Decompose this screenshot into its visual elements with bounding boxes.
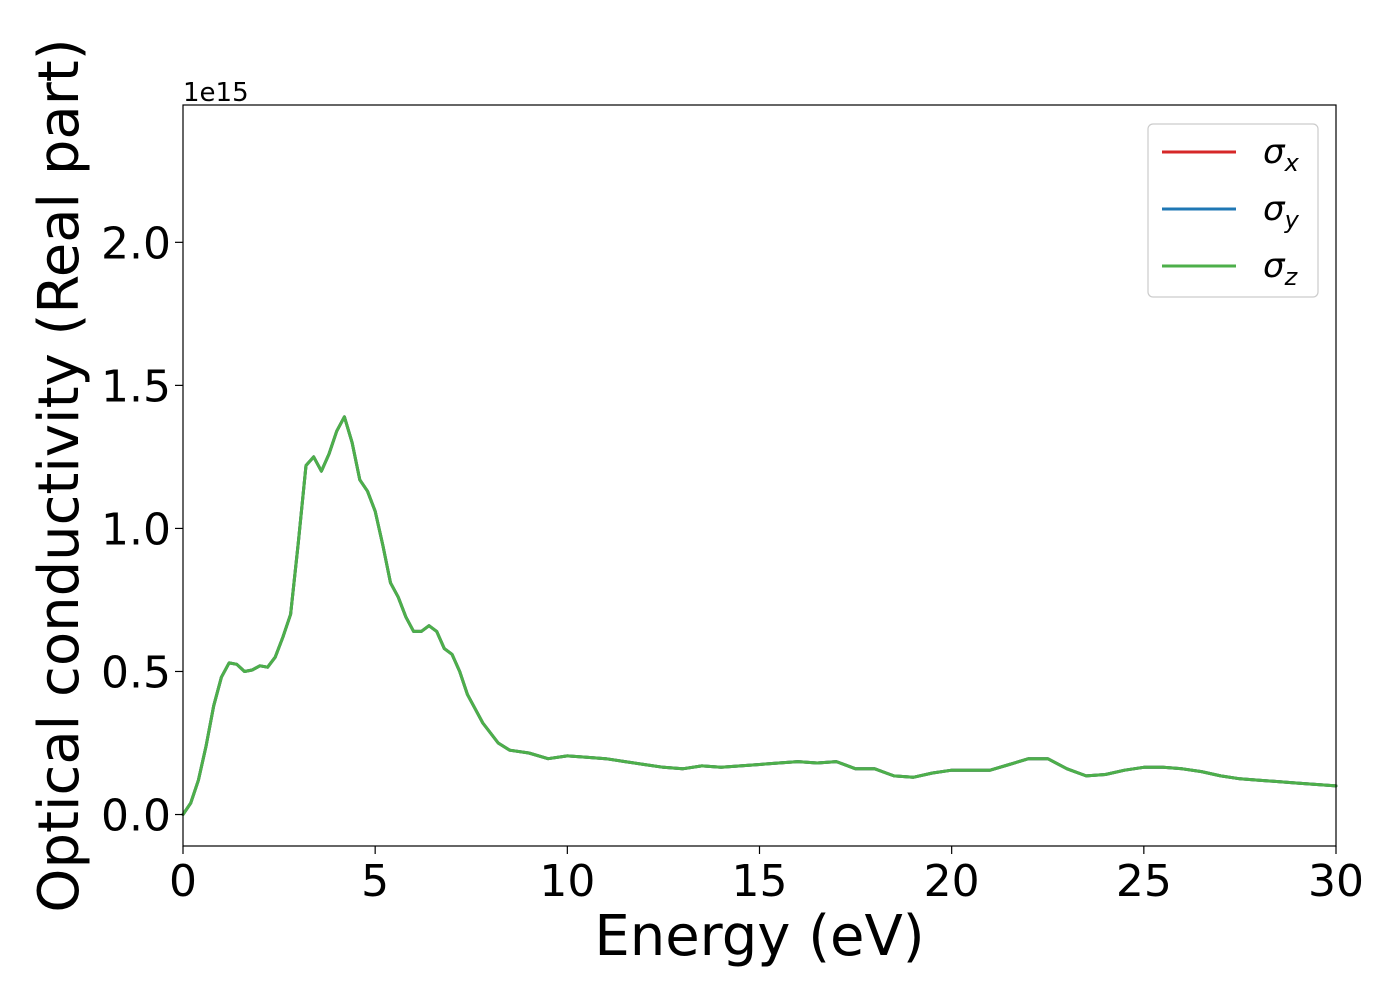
x-axis-ticks: 0 5 10 15 20 25 30 <box>169 846 1364 907</box>
y-tick-label: 0.5 <box>101 647 171 698</box>
x-tick-label: 30 <box>1308 856 1364 907</box>
legend-label: σx <box>1263 132 1300 177</box>
x-tick-label: 25 <box>1116 856 1172 907</box>
y-tick-label: 1.0 <box>101 504 171 555</box>
y-tick-label: 0.0 <box>101 791 171 842</box>
x-tick-label: 0 <box>169 856 197 907</box>
y-offset-label: 1e15 <box>183 78 249 108</box>
series-line-z <box>181 415 1338 816</box>
legend-label: σy <box>1263 189 1300 234</box>
x-axis-label: Energy (eV) <box>594 904 924 969</box>
y-axis-label: Optical conductivity (Real part) <box>27 38 92 912</box>
y-tick-label: 2.0 <box>101 218 171 269</box>
y-tick-label: 1.5 <box>101 361 171 412</box>
x-tick-label: 5 <box>361 856 389 907</box>
x-tick-label: 10 <box>539 856 595 907</box>
y-axis-ticks: 0.0 0.5 1.0 1.5 2.0 <box>101 218 183 842</box>
x-tick-label: 20 <box>924 856 980 907</box>
x-tick-label: 15 <box>732 856 788 907</box>
series-layer <box>181 415 1338 816</box>
